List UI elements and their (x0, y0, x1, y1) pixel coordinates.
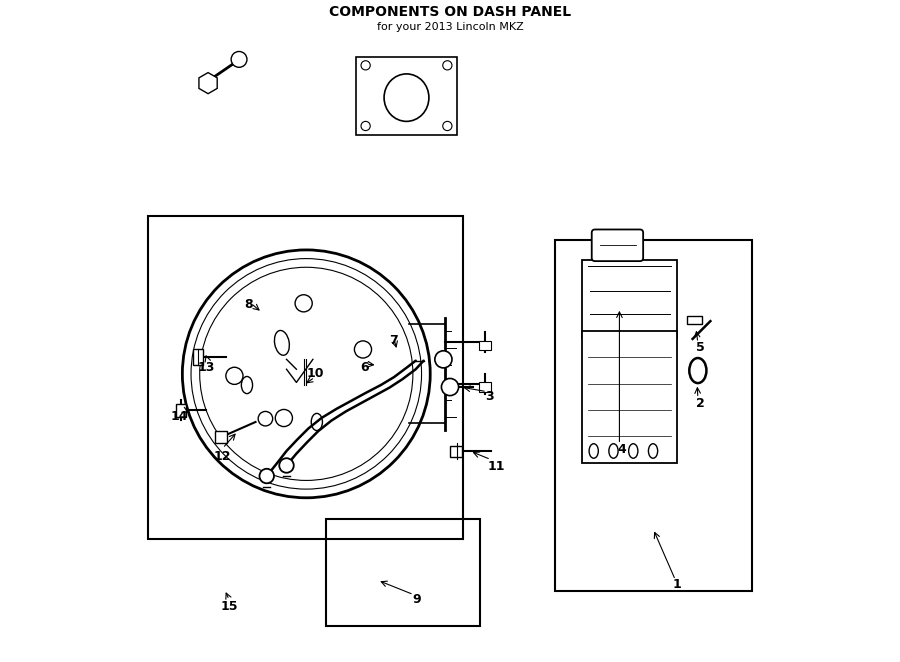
Circle shape (258, 411, 273, 426)
Circle shape (355, 341, 372, 358)
Circle shape (183, 250, 430, 498)
Bar (581, 260, 678, 338)
Bar (176, 404, 186, 416)
Text: 14: 14 (171, 410, 188, 423)
Circle shape (259, 469, 274, 483)
Text: 7: 7 (390, 334, 399, 348)
Text: 15: 15 (220, 600, 238, 613)
Bar (356, 57, 456, 134)
Circle shape (441, 379, 459, 396)
FancyBboxPatch shape (591, 230, 644, 261)
Circle shape (361, 61, 370, 70)
Circle shape (279, 458, 293, 473)
Bar (581, 331, 678, 463)
Text: 6: 6 (360, 361, 369, 374)
Bar (688, 316, 702, 324)
Text: 4: 4 (617, 443, 626, 456)
Bar (479, 383, 490, 392)
Text: for your 2013 Lincoln MKZ: for your 2013 Lincoln MKZ (376, 23, 524, 32)
Circle shape (295, 295, 312, 312)
Text: 12: 12 (214, 449, 231, 463)
Text: 1: 1 (673, 579, 682, 591)
Circle shape (231, 52, 247, 68)
Text: 2: 2 (696, 397, 705, 410)
Text: 9: 9 (413, 593, 421, 606)
Bar (215, 431, 227, 443)
Circle shape (443, 121, 452, 130)
Circle shape (361, 121, 370, 130)
Circle shape (226, 367, 243, 385)
Polygon shape (199, 73, 217, 94)
Ellipse shape (609, 444, 618, 458)
Text: 11: 11 (488, 459, 505, 473)
Text: 10: 10 (306, 367, 324, 381)
Text: 3: 3 (485, 391, 494, 403)
Bar (326, 519, 480, 626)
Circle shape (443, 61, 452, 70)
Bar (193, 350, 203, 365)
Circle shape (435, 351, 452, 368)
Text: 13: 13 (197, 361, 215, 374)
Bar (555, 240, 752, 591)
Ellipse shape (648, 444, 658, 458)
Bar (148, 216, 464, 539)
Bar (450, 446, 462, 457)
Ellipse shape (628, 444, 638, 458)
Text: 5: 5 (696, 341, 705, 354)
Text: COMPONENTS ON DASH PANEL: COMPONENTS ON DASH PANEL (328, 5, 572, 19)
Ellipse shape (590, 444, 598, 458)
Bar (479, 341, 490, 350)
Circle shape (275, 410, 292, 426)
Text: 8: 8 (245, 298, 253, 311)
